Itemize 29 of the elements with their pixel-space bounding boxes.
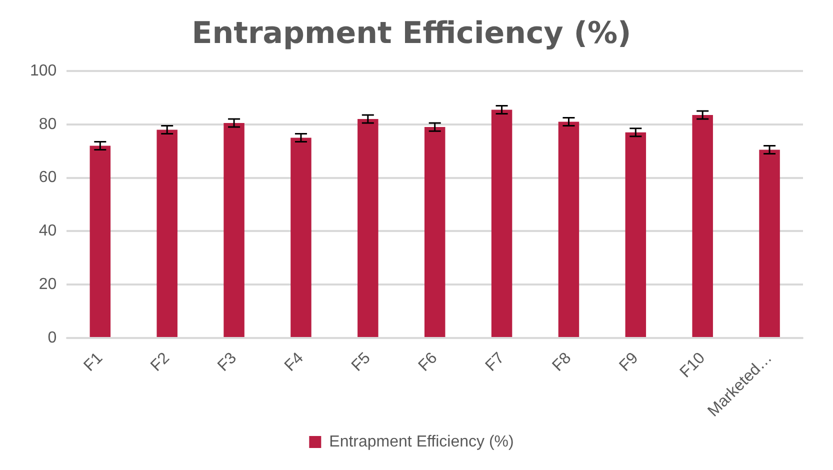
bar bbox=[692, 115, 713, 337]
bar bbox=[424, 127, 446, 337]
x-tick-label: F7 bbox=[482, 350, 508, 375]
x-tick-label: F6 bbox=[416, 350, 441, 375]
x-tick-label: F1 bbox=[80, 350, 106, 375]
x-tick-label: F4 bbox=[282, 350, 307, 375]
y-tick-label: 20 bbox=[38, 276, 57, 293]
x-tick-label: F9 bbox=[616, 350, 642, 375]
bar bbox=[358, 119, 378, 337]
y-tick-label: 0 bbox=[48, 329, 57, 346]
x-tick-label: F10 bbox=[677, 350, 709, 382]
chart-title: Entrapment Efficiency (%) bbox=[192, 16, 632, 51]
bar bbox=[90, 146, 111, 337]
bar bbox=[290, 138, 312, 337]
bar bbox=[491, 110, 512, 337]
bar bbox=[625, 132, 646, 337]
legend-label: Entrapment Efficiency (%) bbox=[329, 433, 514, 450]
y-tick-label: 60 bbox=[38, 169, 57, 186]
bar bbox=[156, 130, 178, 337]
bar bbox=[558, 122, 580, 337]
x-tick-label: F3 bbox=[214, 350, 240, 375]
y-tick-label: 40 bbox=[38, 222, 57, 240]
y-tick-label: 80 bbox=[38, 116, 57, 133]
y-tick-label: 100 bbox=[30, 62, 57, 80]
x-tick-label: F5 bbox=[348, 350, 374, 375]
x-tick-label: F8 bbox=[549, 350, 575, 375]
bar bbox=[759, 150, 780, 337]
x-tick-label: F2 bbox=[148, 350, 174, 375]
bar bbox=[224, 123, 244, 337]
